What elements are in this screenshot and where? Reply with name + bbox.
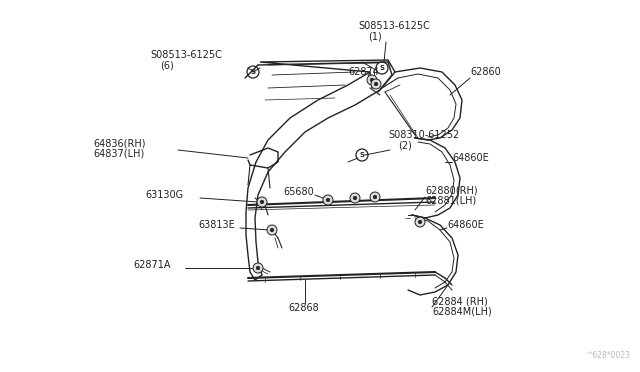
Text: 65680: 65680 [283, 187, 314, 197]
Text: (1): (1) [368, 31, 381, 41]
Text: 64836(RH): 64836(RH) [93, 138, 145, 148]
Text: 64837(LH): 64837(LH) [93, 148, 144, 158]
Text: (6): (6) [160, 60, 173, 70]
Text: S: S [250, 69, 255, 75]
Text: 63813E: 63813E [198, 220, 235, 230]
Text: 62860: 62860 [470, 67, 500, 77]
Circle shape [373, 195, 377, 199]
Circle shape [374, 82, 378, 86]
Circle shape [253, 263, 263, 273]
Text: 64860E: 64860E [452, 153, 489, 163]
Circle shape [350, 193, 360, 203]
Circle shape [260, 200, 264, 204]
Text: 62884M(LH): 62884M(LH) [432, 307, 492, 317]
Text: ^628*0023: ^628*0023 [586, 351, 630, 360]
Circle shape [353, 196, 356, 200]
Circle shape [270, 228, 274, 232]
Circle shape [371, 78, 374, 82]
Text: 62871A: 62871A [133, 260, 170, 270]
Circle shape [267, 225, 277, 235]
Circle shape [256, 266, 260, 270]
Text: (2): (2) [398, 140, 412, 150]
Text: S: S [360, 152, 365, 158]
Text: 62881(LH): 62881(LH) [425, 195, 476, 205]
Text: 62884 (RH): 62884 (RH) [432, 297, 488, 307]
Text: 62880(RH): 62880(RH) [425, 185, 477, 195]
Circle shape [415, 217, 425, 227]
Circle shape [257, 197, 267, 207]
Text: 62868: 62868 [288, 303, 319, 313]
Text: S08513-6125C: S08513-6125C [150, 50, 222, 60]
Text: 63130G: 63130G [145, 190, 183, 200]
Circle shape [371, 79, 381, 89]
Circle shape [326, 198, 330, 202]
Circle shape [370, 192, 380, 202]
Text: S: S [380, 65, 385, 71]
Text: 64860E: 64860E [447, 220, 484, 230]
Text: S08310-61252: S08310-61252 [388, 130, 460, 140]
Text: S08513-6125C: S08513-6125C [358, 21, 430, 31]
Text: 62874: 62874 [348, 67, 379, 77]
Circle shape [367, 75, 377, 85]
Circle shape [419, 220, 422, 224]
Circle shape [323, 195, 333, 205]
